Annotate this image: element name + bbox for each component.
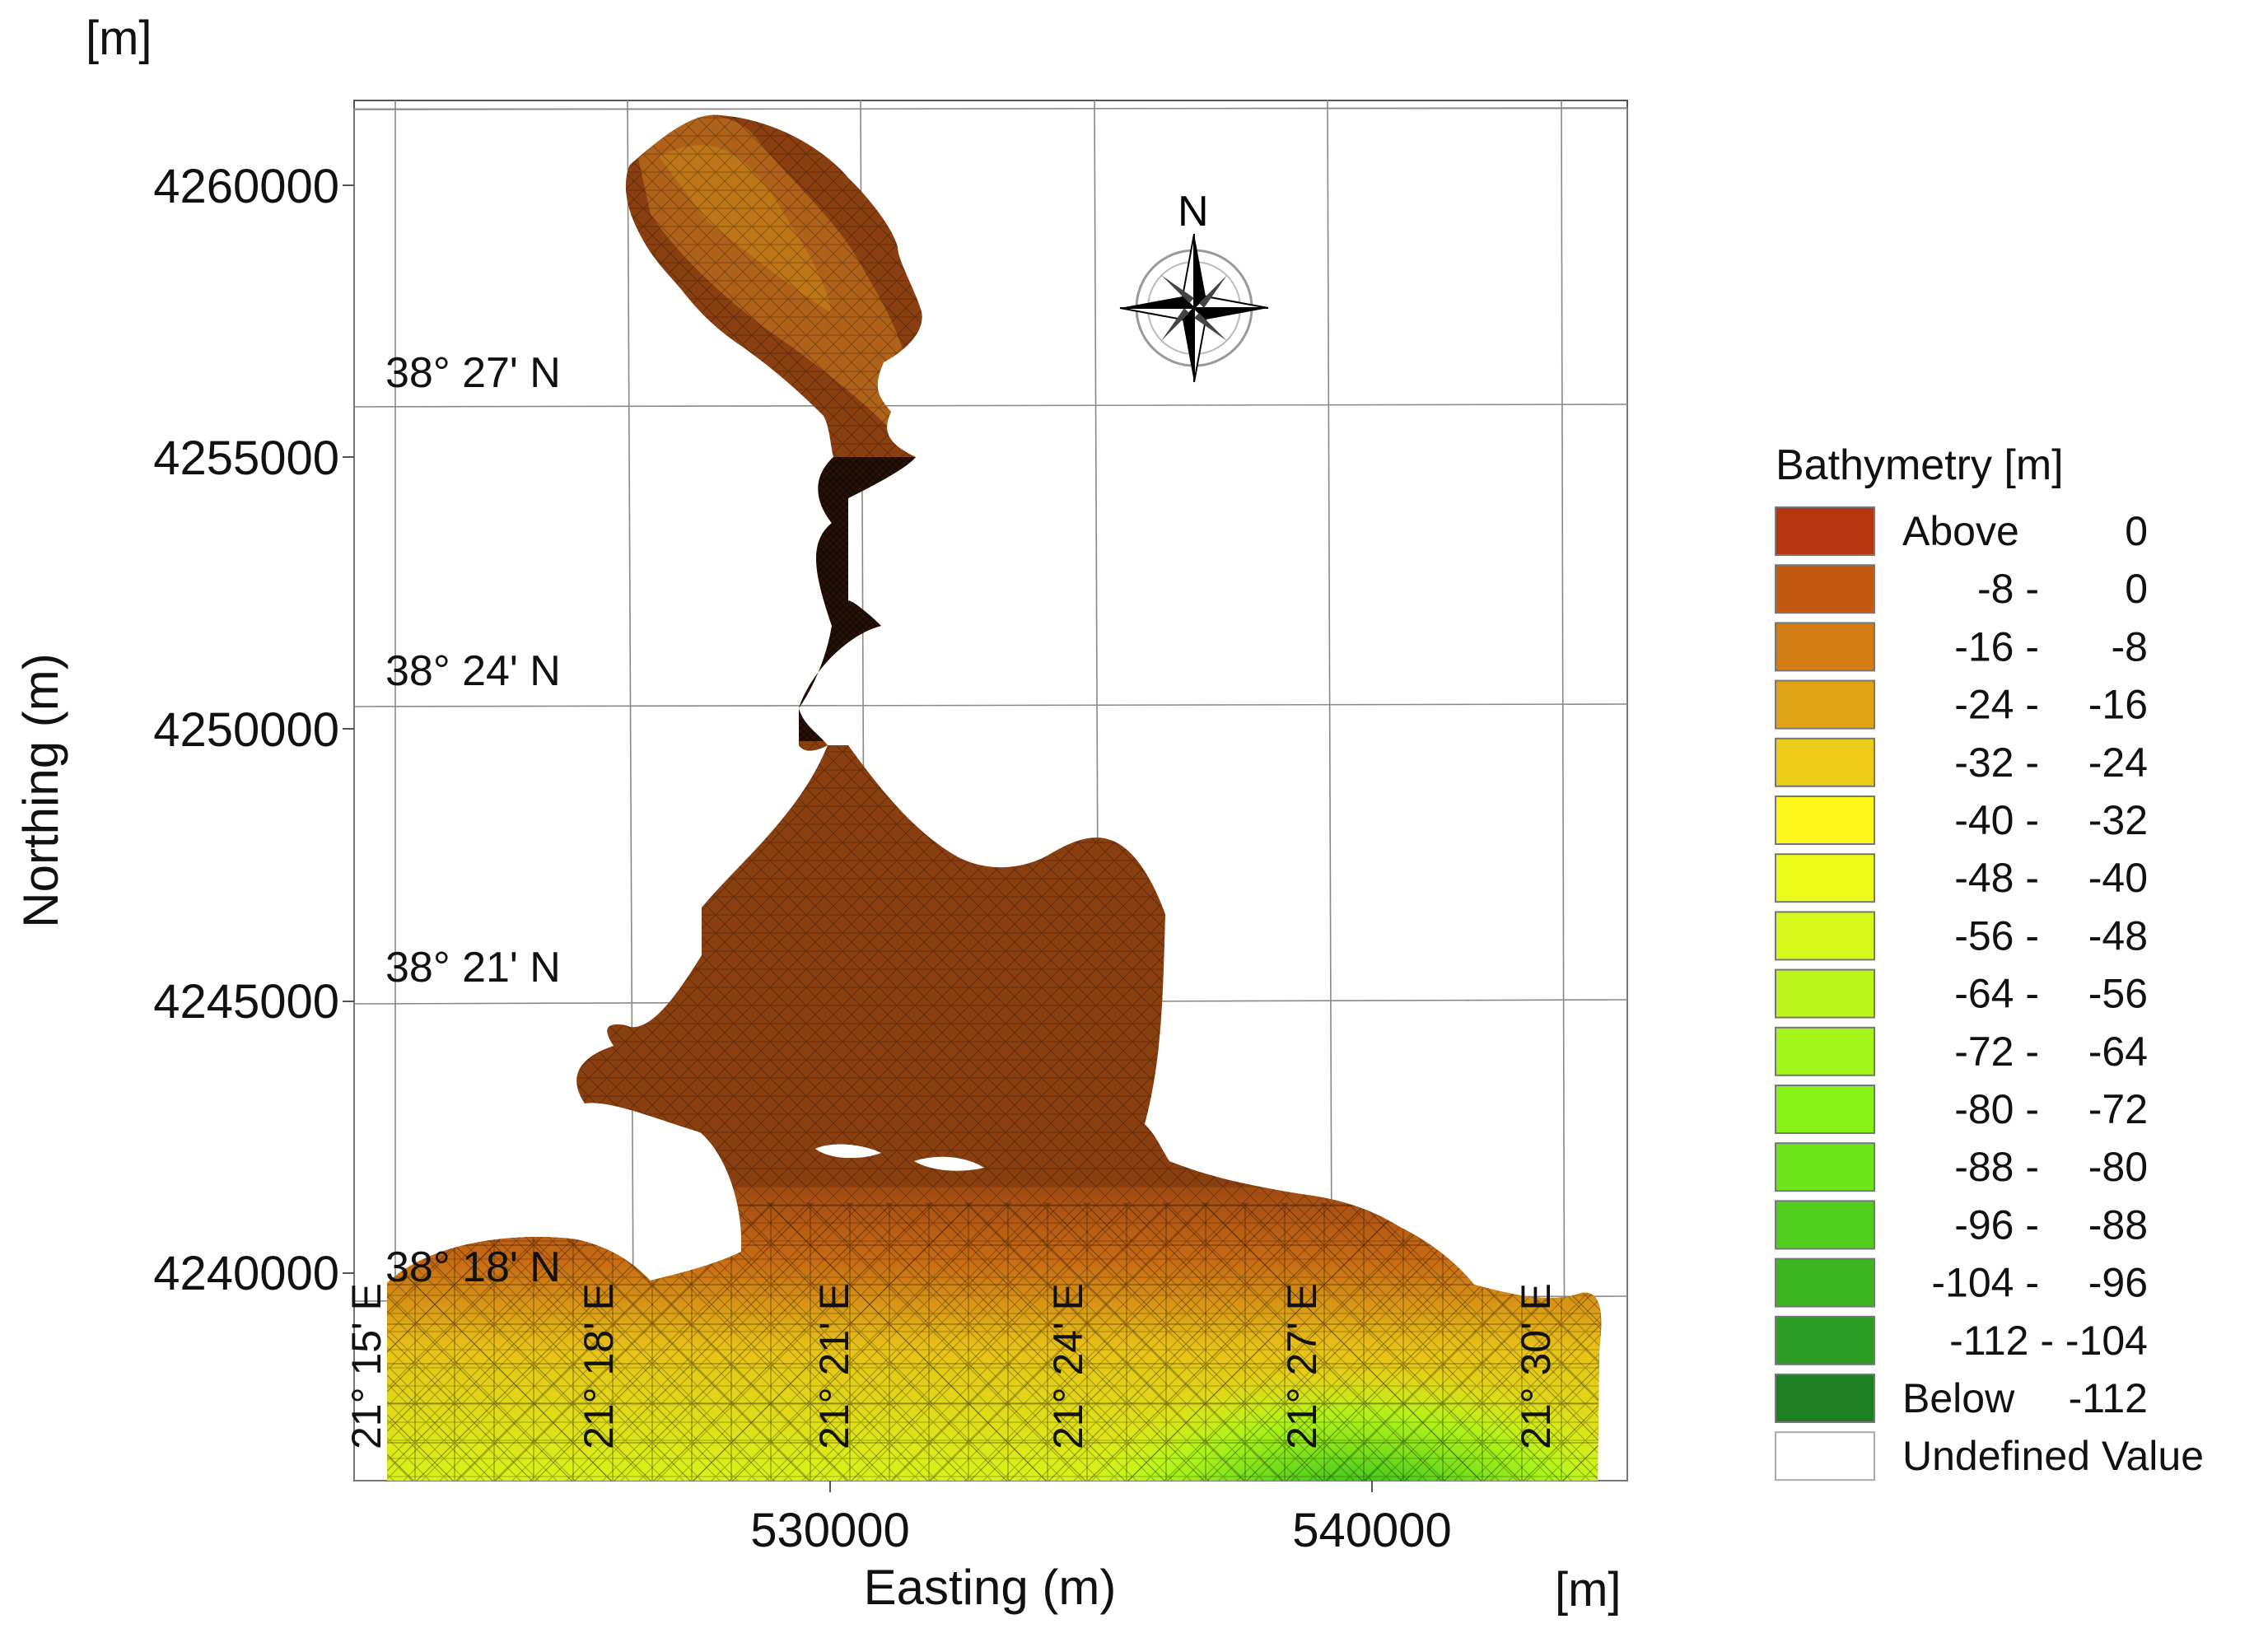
legend-range-from: -96 - xyxy=(1954,1201,2039,1248)
legend-range-from: -40 - xyxy=(1954,797,2039,843)
legend-swatch xyxy=(1775,1257,1875,1308)
legend-range-from: -72 - xyxy=(1954,1029,2039,1075)
lat-label: 38° 18' N xyxy=(385,1243,561,1291)
latitude-labels: 38° 27' N 38° 24' N 38° 21' N 38° 18' N xyxy=(385,349,561,1291)
legend-range-from: Undefined Value xyxy=(1902,1433,2204,1479)
legend-range-to: -56 xyxy=(2088,971,2148,1017)
legend-range-to: -72 xyxy=(2088,1086,2148,1132)
legend-swatch xyxy=(1775,564,1875,614)
northing-tick: 4260000 xyxy=(153,160,339,213)
unit-label-top: [m] xyxy=(86,12,152,65)
lon-label: 21° 27' E xyxy=(1279,1283,1325,1449)
northing-tick: 4250000 xyxy=(153,703,339,757)
island-1 xyxy=(815,1144,881,1159)
legend-swatch xyxy=(1775,679,1875,730)
legend-range-to: -64 xyxy=(2088,1029,2148,1075)
legend-range-to: -88 xyxy=(2088,1201,2148,1248)
lat-label: 38° 24' N xyxy=(385,647,561,695)
north-label: N xyxy=(1178,188,1209,236)
legend-range-to: 0 xyxy=(2125,566,2148,612)
legend-title: Bathymetry [m] xyxy=(1776,441,2064,489)
legend-range-from: -64 - xyxy=(1954,971,2039,1017)
northing-tick: 4255000 xyxy=(153,432,339,485)
legend-swatch xyxy=(1775,911,1875,961)
legend-range-to: -80 xyxy=(2088,1144,2148,1190)
legend-swatch xyxy=(1775,1085,1875,1134)
northing-tick: 4245000 xyxy=(153,975,339,1029)
y-axis-label: Northing (m) xyxy=(13,653,68,927)
legend-swatch xyxy=(1775,506,1875,556)
legend-range-from: -8 - xyxy=(1977,566,2039,612)
legend-range-to: -8 xyxy=(2112,623,2148,670)
easting-tick-labels: 530000 540000 xyxy=(750,1504,1452,1557)
legend-range-from: -48 - xyxy=(1954,855,2039,901)
lon-label: 21° 30' E xyxy=(1513,1283,1559,1449)
easting-tick: 540000 xyxy=(1292,1504,1452,1557)
legend-swatch xyxy=(1775,1142,1875,1192)
legend-range-from: -24 - xyxy=(1954,682,2039,728)
legend-range-to: -40 xyxy=(2088,855,2148,901)
northing-tick: 4240000 xyxy=(153,1247,339,1300)
legend-items: Above 0 -8 - 0 -16 - -8 -24 - -16 -32 - -24 -40 - -… xyxy=(1775,506,2204,1481)
longitude-labels: 21° 15' E 21° 18' E 21° 21' E 21° 24' E … xyxy=(343,1283,1559,1449)
island-2 xyxy=(914,1156,984,1171)
easting-tick: 530000 xyxy=(750,1504,910,1557)
legend-range-from: -56 - xyxy=(1954,912,2039,959)
legend-range-to: -112 xyxy=(2069,1375,2148,1421)
x-axis-label: Easting (m) xyxy=(864,1560,1117,1615)
lon-label: 21° 24' E xyxy=(1045,1283,1091,1449)
lon-label: 21° 15' E xyxy=(343,1283,390,1449)
legend-range-from: Above xyxy=(1902,508,2019,554)
lat-label: 38° 21' N xyxy=(385,944,561,991)
legend-range-from: -104 - xyxy=(1931,1260,2039,1306)
legend-swatch xyxy=(1775,1431,1875,1481)
legend-range-to: -24 xyxy=(2088,740,2148,786)
frame-ticks xyxy=(343,184,1373,1492)
legend-range-to: 0 xyxy=(2125,508,2148,554)
legend-range-from: -32 - xyxy=(1954,740,2039,786)
legend-range-from: -80 - xyxy=(1954,1086,2039,1132)
legend-range-from: Below xyxy=(1902,1375,2015,1421)
legend-range-to: -48 xyxy=(2088,912,2148,959)
northing-tick-labels: 4260000 4255000 4250000 4245000 4240000 xyxy=(153,160,339,1300)
legend-range-to: -32 xyxy=(2088,797,2148,843)
north-arrow-icon: N xyxy=(1119,188,1269,383)
legend-range-to: -16 xyxy=(2088,682,2148,728)
unit-label-bottom: [m] xyxy=(1555,1563,1622,1617)
legend: Bathymetry [m] Above 0 -8 - 0 -16 - -8 -24 - -1… xyxy=(1775,441,2204,1481)
lon-label: 21° 18' E xyxy=(576,1283,622,1449)
legend-range-from: -112 - -104 xyxy=(1949,1318,2148,1364)
legend-swatch xyxy=(1775,737,1875,787)
legend-swatch xyxy=(1775,796,1875,845)
legend-swatch xyxy=(1775,1026,1875,1076)
legend-swatch xyxy=(1775,1315,1875,1365)
lon-label: 21° 21' E xyxy=(811,1283,857,1449)
legend-range-to: -96 xyxy=(2088,1260,2148,1306)
legend-swatch xyxy=(1775,853,1875,903)
legend-range-from: -16 - xyxy=(1954,623,2039,670)
legend-range-from: -88 - xyxy=(1954,1144,2039,1190)
lat-label: 38° 27' N xyxy=(385,349,561,397)
legend-swatch xyxy=(1775,1200,1875,1250)
legend-swatch xyxy=(1775,1374,1875,1423)
legend-swatch xyxy=(1775,968,1875,1019)
legend-swatch xyxy=(1775,622,1875,672)
